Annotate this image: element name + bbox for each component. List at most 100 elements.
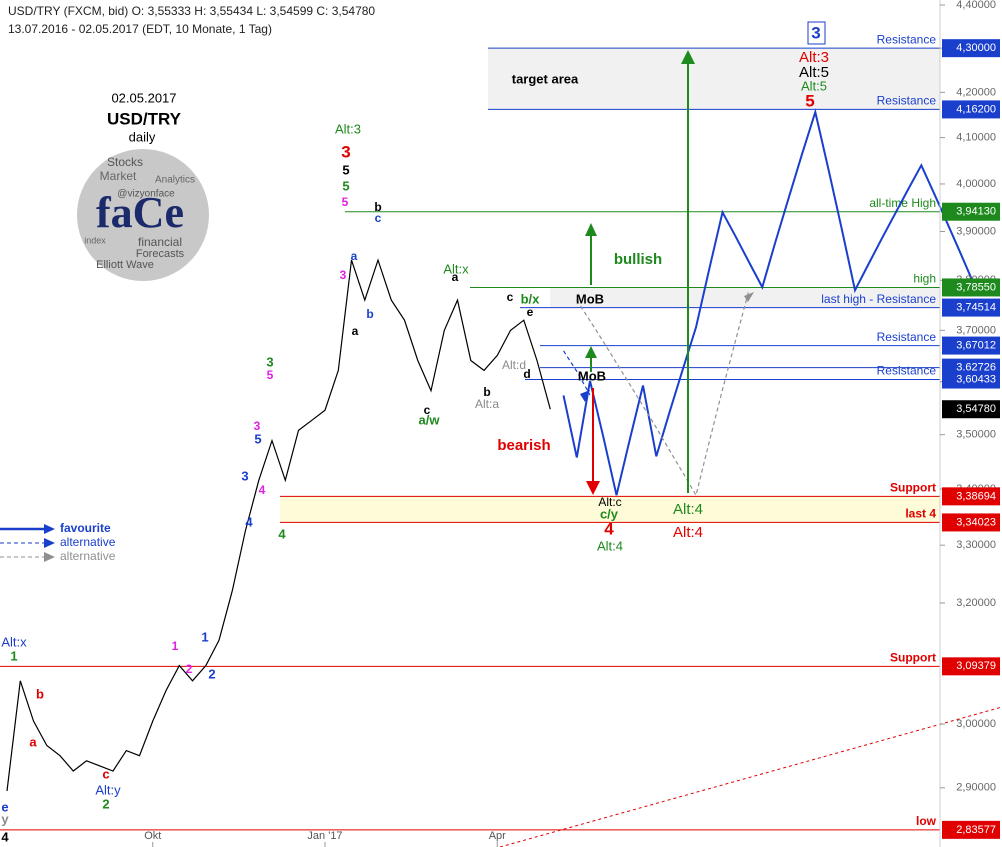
zone xyxy=(488,48,940,110)
level-label: 3,38694 xyxy=(956,490,996,502)
annotation: 5 xyxy=(342,162,349,177)
annotation: 5 xyxy=(254,431,261,446)
level-label: 3,74514 xyxy=(956,301,996,313)
logo-word: Analytics xyxy=(155,175,195,186)
level-text: Resistance xyxy=(877,330,937,344)
arrow-head xyxy=(744,292,754,302)
arrow-head xyxy=(681,50,695,64)
arrows xyxy=(580,21,826,495)
annotation: e xyxy=(1,799,8,814)
level-box xyxy=(942,513,1000,532)
trend-line xyxy=(499,706,1002,847)
annotation: a xyxy=(452,270,459,284)
annotation: b xyxy=(36,686,44,701)
annotation: b xyxy=(366,307,373,321)
annotation: 3 xyxy=(811,23,820,42)
level-label: 3,62726 xyxy=(956,362,996,374)
x-tick-label: Okt xyxy=(144,830,161,842)
y-tick-label: 3,50000 xyxy=(956,429,996,441)
annotation: Alt:y xyxy=(95,782,121,797)
annotation: 3 xyxy=(254,419,261,433)
annotation: MoB xyxy=(576,291,604,306)
level-label: 3,78550 xyxy=(956,281,996,293)
annotation: Alt:x xyxy=(1,634,27,649)
annotation: d xyxy=(523,367,530,381)
annotation: 3 xyxy=(340,268,347,282)
annotation: y xyxy=(1,811,9,826)
annotations: target area 3 Alt:3 Alt:5 Alt:5 5 Alt:3 … xyxy=(1,23,829,844)
logo-symbol: USD/TRY xyxy=(107,109,182,128)
annotation: 3 xyxy=(241,468,248,483)
series-line xyxy=(562,108,976,496)
series-line xyxy=(562,350,591,396)
level-text: all-time High xyxy=(869,196,936,210)
level-box xyxy=(942,298,1000,317)
level-text: Support xyxy=(890,481,936,495)
annotation: b xyxy=(374,200,381,214)
annotation: 4 xyxy=(278,526,286,541)
annotation: 2 xyxy=(208,666,215,681)
annotation: Alt:5 xyxy=(801,78,827,93)
level-box xyxy=(942,336,1000,355)
annotation: 4 xyxy=(604,519,614,538)
annotation: c/y xyxy=(600,506,619,521)
y-tick-label: 3,00000 xyxy=(956,718,996,730)
level-label: 3,34023 xyxy=(956,516,996,528)
annotation: c xyxy=(102,766,109,781)
annotation: Alt:5 xyxy=(799,64,829,81)
annotation: b/x xyxy=(521,291,541,306)
level-box xyxy=(942,657,1000,676)
annotation: 2 xyxy=(102,796,109,811)
zone xyxy=(280,496,940,523)
y-tick-label: 3,20000 xyxy=(956,597,996,609)
y-tick-label: 3,70000 xyxy=(956,324,996,336)
annotation: 5 xyxy=(805,91,814,110)
level-label: 3,67012 xyxy=(956,339,996,351)
annotation: Alt:4 xyxy=(673,501,703,518)
logo-word: index xyxy=(84,235,106,245)
level-box xyxy=(942,820,1000,839)
annotation: 4 xyxy=(1,829,9,844)
zone xyxy=(550,287,940,308)
annotation: a xyxy=(29,734,37,749)
annotation: c xyxy=(375,211,382,225)
level-label: 4,30000 xyxy=(956,42,996,54)
level-label: 3,54780 xyxy=(956,403,996,415)
annotation: 5 xyxy=(267,368,274,382)
legend-label: alternative xyxy=(60,535,116,549)
level-text: low xyxy=(916,814,937,828)
annotation: bullish xyxy=(614,251,662,268)
annotation: bearish xyxy=(497,437,550,454)
annotation: MoB xyxy=(578,368,606,383)
legend-label: alternative xyxy=(60,549,116,563)
logo-period: daily xyxy=(129,129,156,144)
level-text: Support xyxy=(890,651,936,665)
level-text: Resistance xyxy=(877,32,937,46)
annotation: 5 xyxy=(342,178,349,193)
logo-word: Forecasts xyxy=(136,248,185,260)
level-label: 3,09379 xyxy=(956,660,996,672)
header-range: 13.07.2016 - 02.05.2017 (EDT, 10 Monate,… xyxy=(8,22,272,36)
annotation: Alt:d xyxy=(502,358,526,372)
annotation: 2 xyxy=(186,662,193,676)
header-quote: USD/TRY (FXCM, bid) O: 3,55333 H: 3,5543… xyxy=(8,4,375,18)
annotation: 4 xyxy=(259,483,266,497)
level-label: 3,60433 xyxy=(956,373,996,385)
series-line xyxy=(576,290,750,497)
y-tick-label: 4,20000 xyxy=(956,86,996,98)
level-text: high xyxy=(913,272,936,286)
annotation: Alt:x xyxy=(443,261,469,276)
x-tick-label: Apr xyxy=(489,830,506,842)
logo-word: Elliott Wave xyxy=(96,259,154,271)
level-box xyxy=(942,487,1000,506)
level-text: last 4 xyxy=(905,507,936,521)
level-text: Resistance xyxy=(877,364,937,378)
y-tick-label: 4,10000 xyxy=(956,132,996,144)
y-tick-label: 2,90000 xyxy=(956,782,996,794)
arrow-head xyxy=(586,481,600,495)
level-box xyxy=(942,400,1000,419)
logo-word: @vizyonface xyxy=(117,189,175,200)
level-label: 4,16200 xyxy=(956,103,996,115)
